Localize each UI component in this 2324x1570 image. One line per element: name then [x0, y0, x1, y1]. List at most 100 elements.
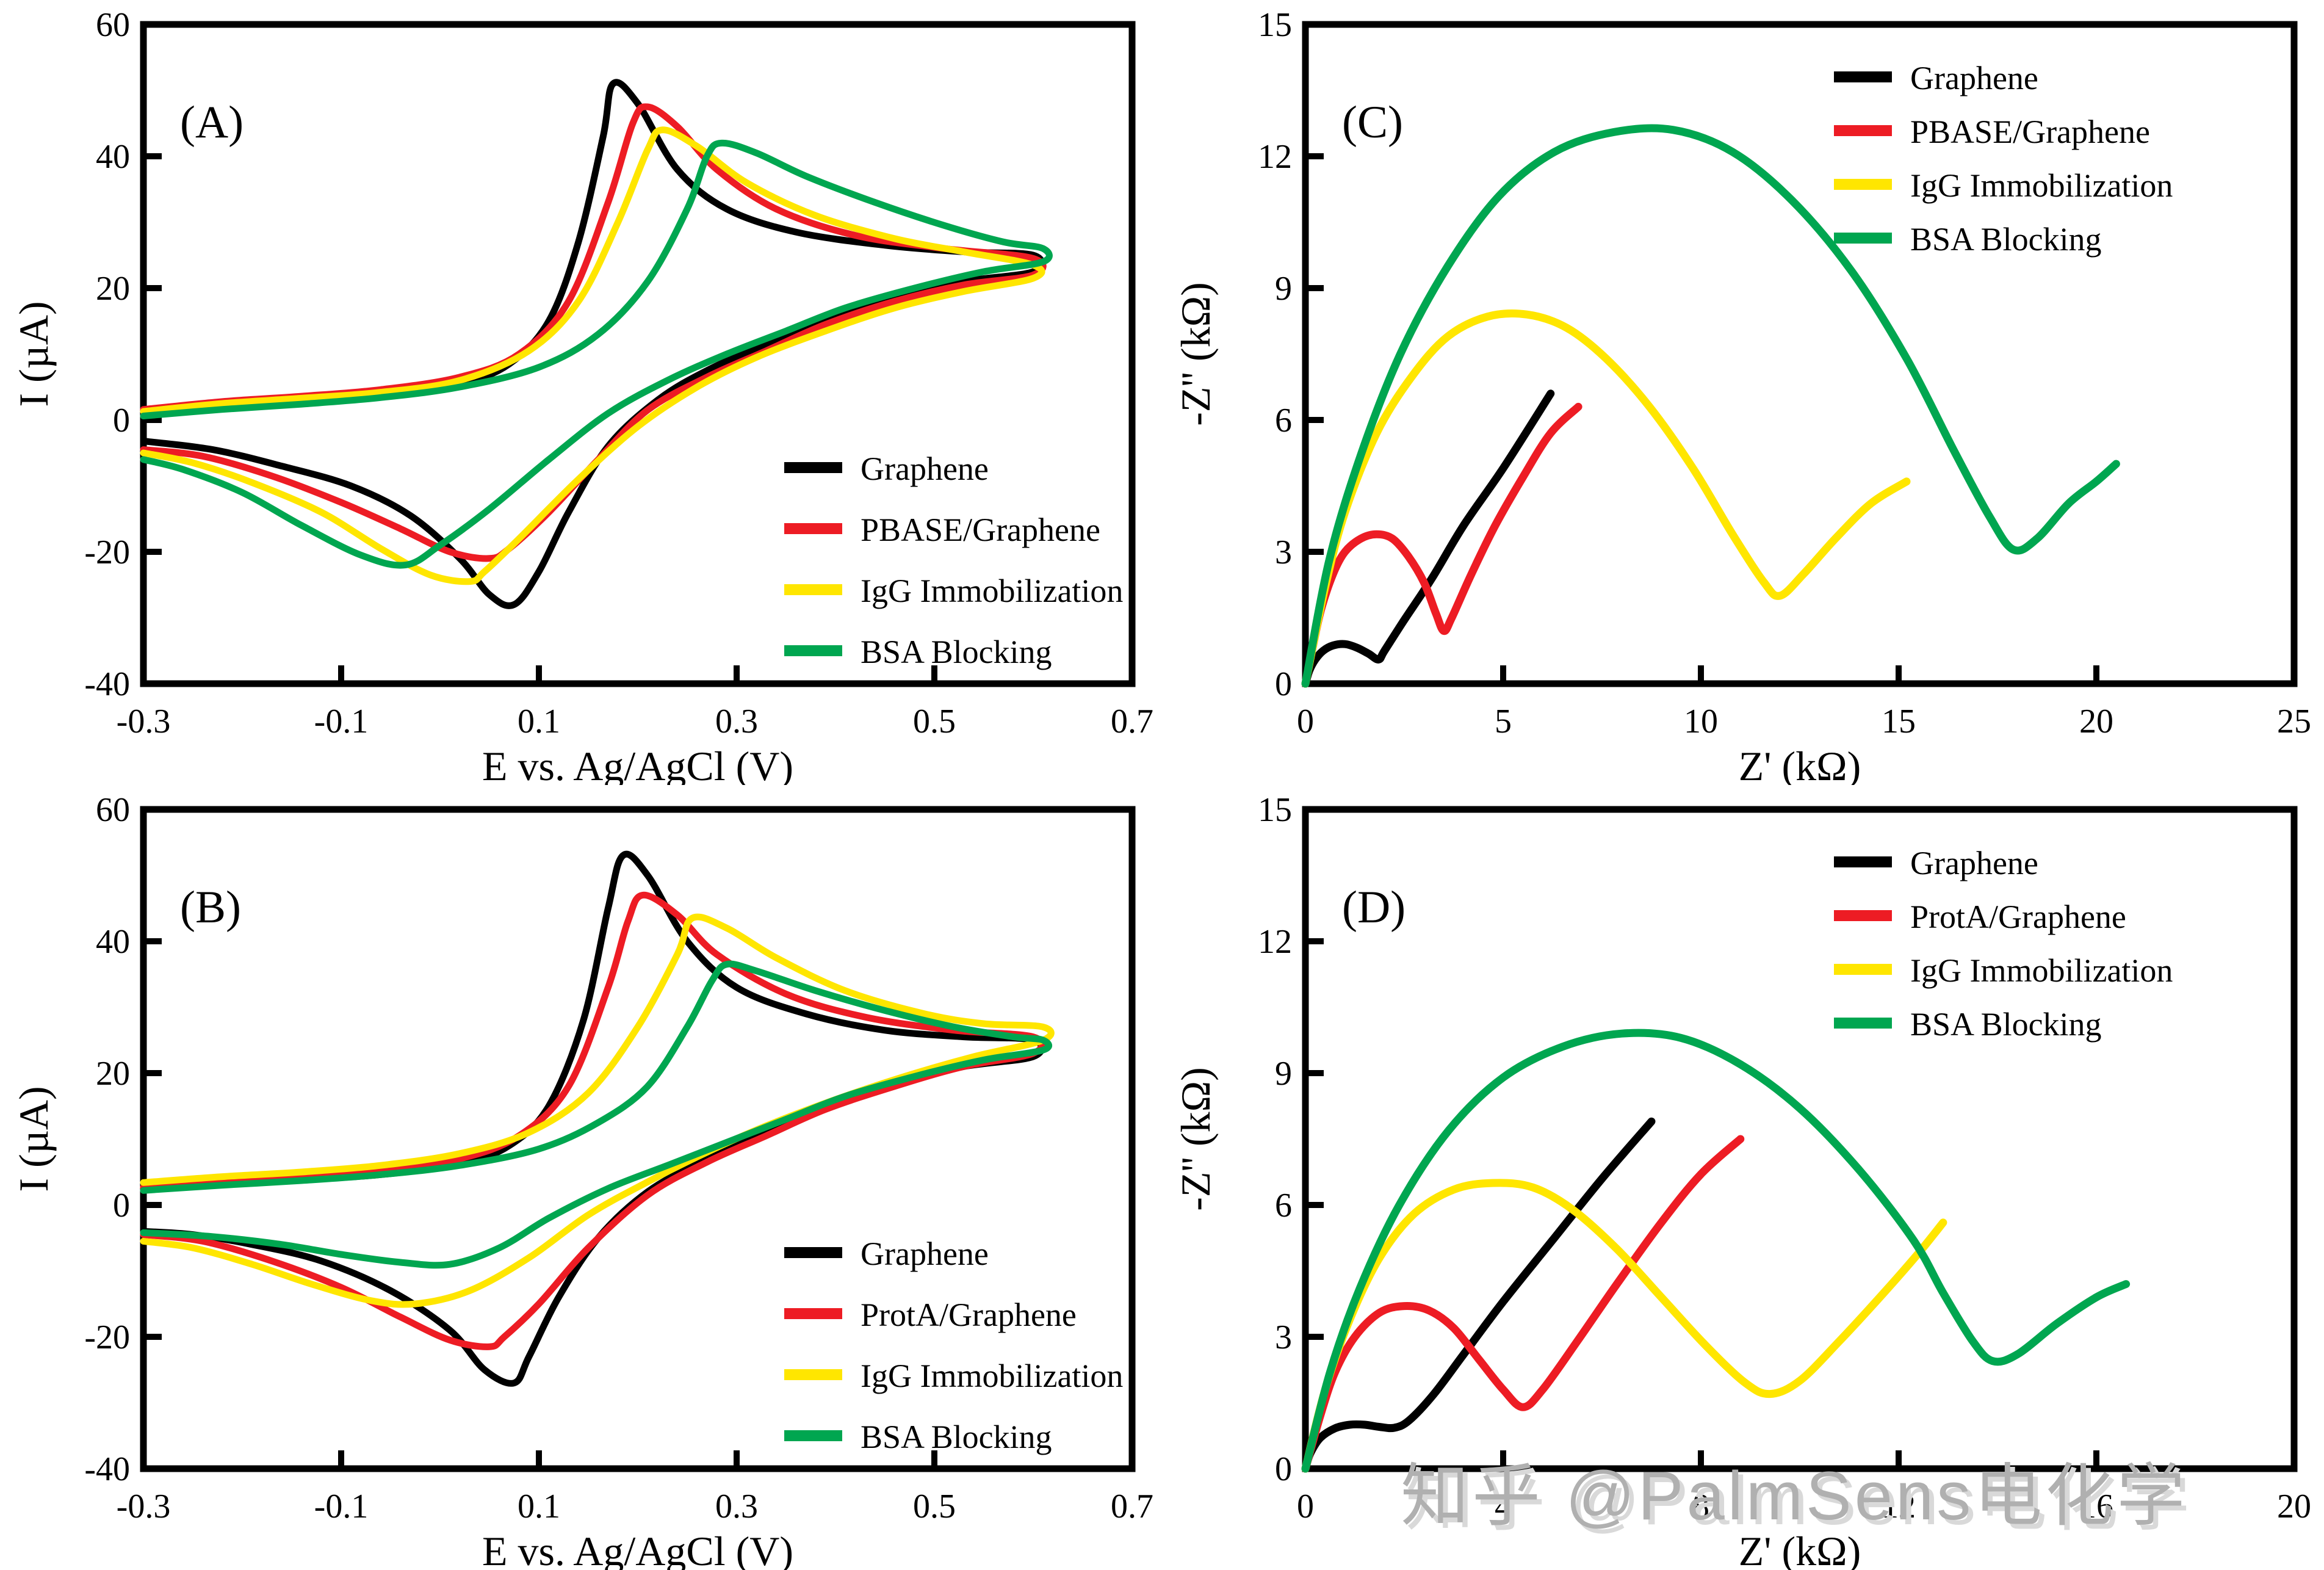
legend: Graphene PBASE/Graphene IgG Immobilization…	[784, 450, 1123, 670]
x-tick-label: 0.5	[913, 703, 956, 740]
y-tick-label: 3	[1275, 1319, 1292, 1356]
y-tick-label: 12	[1258, 923, 1292, 961]
series-prota-graphene-line	[140, 891, 1046, 1350]
series-bsa-blocking-line	[1301, 124, 2120, 688]
series-graphene-line	[1301, 389, 1555, 688]
legend-label-graphene: Graphene	[861, 450, 989, 487]
x-tick-label: 25	[2277, 703, 2311, 740]
x-tick-label: 5	[1495, 703, 1512, 740]
x-tick-label: -0.3	[117, 703, 171, 740]
legend-label-bsa-blocking: BSA Blocking	[861, 1419, 1052, 1455]
y-tick-label: 40	[96, 138, 130, 176]
x-tick-label: 0.3	[715, 1488, 758, 1525]
x-tick-label: 0.7	[1111, 703, 1153, 740]
x-tick-label: 4	[1495, 1488, 1512, 1525]
plot-border	[1302, 21, 2298, 687]
x-tick-label: 0.3	[715, 703, 758, 740]
series-pbase-graphene-line	[1301, 402, 1582, 688]
x-axis-title: Z' (kΩ)	[1739, 1528, 1861, 1570]
x-tick-label: 0.1	[518, 703, 560, 740]
x-tick-label: -0.1	[314, 703, 369, 740]
legend-label-bsa-blocking: BSA Blocking	[1910, 221, 2102, 258]
y-tick-label: 20	[96, 1055, 130, 1093]
x-tick-label: -0.1	[314, 1488, 369, 1525]
legend-label-igg-immobilization: IgG Immobilization	[861, 1358, 1123, 1394]
panel-d: 0 4 8 12 16 20 0 3 6 9 12 15 Z' (kΩ) -Z'' (kΩ) (D) Grap…	[1162, 785, 2324, 1570]
legend-label-graphene: Graphene	[1910, 60, 2038, 96]
series-bsa-blocking-line	[1301, 1029, 2131, 1473]
y-tick-label: 0	[1275, 1450, 1292, 1488]
x-tick-label: 0	[1297, 1488, 1314, 1525]
y-tick-label: 15	[1258, 791, 1292, 829]
plot-border	[140, 21, 1136, 687]
panel-letter: (D)	[1342, 882, 1406, 933]
y-tick-label: -20	[84, 534, 130, 571]
legend: Graphene ProtA/Graphene IgG Immobilization…	[1834, 845, 2173, 1043]
y-axis-title: -Z'' (kΩ)	[1172, 282, 1219, 426]
y-tick-label: 12	[1258, 138, 1292, 176]
y-tick-label: 9	[1275, 1055, 1292, 1093]
watermark: 知乎 @PalmSens电化学	[1401, 1458, 2189, 1534]
series-prota-graphene-line	[1301, 1135, 1745, 1473]
panel-a: -0.3 -0.1 0.1 0.3 0.5 0.7 60 40 20 0 -20 -40 E vs. A…	[0, 0, 1162, 785]
panel-b: -0.3 -0.1 0.1 0.3 0.5 0.7 60 40 20 0 -20 -40 E vs. A…	[0, 785, 1162, 1570]
y-axis-title: I (µA)	[10, 301, 57, 407]
legend-label-graphene: Graphene	[861, 1235, 989, 1272]
panel-b-plot: -0.3 -0.1 0.1 0.3 0.5 0.7 60 40 20 0 -20 -40 E vs. A…	[10, 791, 1153, 1570]
x-tick-label: -0.3	[117, 1488, 171, 1525]
y-axis-title: -Z'' (kΩ)	[1172, 1067, 1219, 1211]
x-axis-title: E vs. Ag/AgCl (V)	[482, 1528, 793, 1570]
y-tick-label: 6	[1275, 402, 1292, 440]
legend-label-prota-graphene: ProtA/Graphene	[861, 1297, 1077, 1333]
panel-a-plot: -0.3 -0.1 0.1 0.3 0.5 0.7 60 40 20 0 -20 -40 E vs. A…	[10, 6, 1153, 785]
y-axis-title: I (µA)	[10, 1086, 57, 1192]
y-tick-label: 6	[1275, 1187, 1292, 1225]
y-tick-label: 0	[113, 402, 130, 440]
legend-label-pbase-graphene: PBASE/Graphene	[861, 512, 1100, 548]
x-tick-label: 20	[2277, 1488, 2311, 1525]
panel-c-plot: 0 5 10 15 20 25 0 3 6 9 12 15 Z' (kΩ) -Z'' (kΩ) (C) Gra…	[1172, 6, 2311, 785]
x-tick-label: 10	[1684, 703, 1718, 740]
y-tick-label: 0	[1275, 665, 1292, 703]
y-tick-label: -20	[84, 1319, 130, 1356]
y-tick-label: 9	[1275, 270, 1292, 308]
series-bsa-blocking-line	[140, 960, 1052, 1269]
x-tick-label: 0.7	[1111, 1488, 1153, 1525]
y-tick-label: 40	[96, 923, 130, 961]
series-igg-immobilization-line	[140, 913, 1055, 1308]
y-tick-label: 20	[96, 270, 130, 308]
x-axis-title: Z' (kΩ)	[1739, 743, 1861, 785]
y-tick-label: 60	[96, 791, 130, 829]
legend-label-bsa-blocking: BSA Blocking	[1910, 1006, 2102, 1043]
panel-letter: (B)	[180, 882, 241, 933]
plot-border	[140, 806, 1136, 1472]
x-axis-title: E vs. Ag/AgCl (V)	[482, 743, 793, 785]
series-igg-immobilization-line	[140, 126, 1045, 585]
y-tick-label: 0	[113, 1187, 130, 1225]
legend-label-pbase-graphene: PBASE/Graphene	[1910, 114, 2150, 150]
legend-label-igg-immobilization: IgG Immobilization	[1910, 167, 2173, 204]
x-tick-label: 0	[1297, 703, 1314, 740]
panel-c: 0 5 10 15 20 25 0 3 6 9 12 15 Z' (kΩ) -Z'' (kΩ) (C) Gra…	[1162, 0, 2324, 785]
panel-d-plot: 0 4 8 12 16 20 0 3 6 9 12 15 Z' (kΩ) -Z'' (kΩ) (D) Grap…	[1172, 791, 2311, 1570]
series-igg-immobilization-line	[1301, 309, 1911, 688]
y-tick-label: 15	[1258, 6, 1292, 44]
legend-label-graphene: Graphene	[1910, 845, 2038, 881]
y-tick-label: 60	[96, 6, 130, 44]
legend: Graphene PBASE/Graphene IgG Immobilization…	[1834, 60, 2173, 258]
legend: Graphene ProtA/Graphene IgG Immobilization…	[784, 1235, 1123, 1455]
legend-label-prota-graphene: ProtA/Graphene	[1910, 899, 2126, 935]
x-tick-label: 20	[2079, 703, 2113, 740]
panel-letter: (C)	[1342, 97, 1403, 148]
y-tick-label: 3	[1275, 534, 1292, 571]
y-tick-label: -40	[84, 1450, 130, 1488]
plot-border	[1302, 806, 2298, 1472]
legend-label-igg-immobilization: IgG Immobilization	[861, 573, 1123, 609]
legend-label-bsa-blocking: BSA Blocking	[861, 634, 1052, 670]
legend-label-igg-immobilization: IgG Immobilization	[1910, 952, 2173, 989]
series-bsa-blocking-line	[140, 139, 1053, 569]
x-tick-label: 8	[1692, 1488, 1709, 1525]
x-tick-label: 12	[1882, 1488, 1916, 1525]
x-tick-label: 15	[1882, 703, 1916, 740]
series-graphene-line	[1301, 1117, 1656, 1473]
